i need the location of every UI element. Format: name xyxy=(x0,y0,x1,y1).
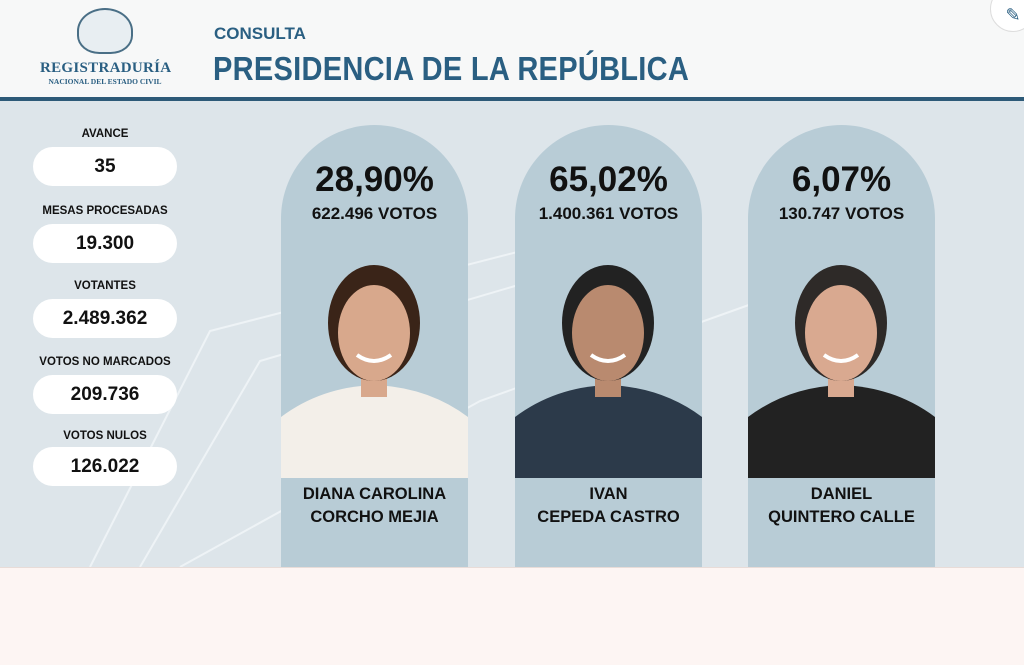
candidate-first-name: DIANA CAROLINA xyxy=(302,485,447,503)
candidate-name: IVAN CEPEDA CASTRO xyxy=(515,483,702,529)
coat-of-arms-icon xyxy=(77,8,133,54)
candidate-votes: 130.747 VOTOS xyxy=(778,204,905,223)
stat-value-avance: 35 xyxy=(33,147,177,186)
candidate-last-name: CORCHO MEJIA xyxy=(310,508,439,526)
stat-value-no-marcados: 209.736 xyxy=(33,375,177,414)
stat-value-votantes: 2.489.362 xyxy=(33,299,177,338)
header-divider xyxy=(0,97,1024,101)
candidate-votes: 1.400.361 VOTOS xyxy=(538,204,679,223)
stat-label-mesas: MESAS PROCESADAS xyxy=(42,205,168,217)
page-title: PRESIDENCIA DE LA REPÚBLICA xyxy=(213,50,690,87)
candidate-name: DANIEL QUINTERO CALLE xyxy=(748,483,935,529)
stat-label-nulos: VOTOS NULOS xyxy=(63,430,147,442)
candidate-last-name: CEPEDA CASTRO xyxy=(537,508,680,526)
header: REGISTRADURÍA NACIONAL DEL ESTADO CIVIL … xyxy=(0,0,1024,98)
candidate-card: 28,90% 622.496 VOTOS DIANA CAROLINA CORCH… xyxy=(281,125,468,567)
candidate-percent: 6,07% xyxy=(791,160,892,199)
candidate-photo xyxy=(281,265,468,478)
stat-value-mesas: 19.300 xyxy=(33,224,177,263)
candidate-votes: 622.496 VOTOS xyxy=(311,204,438,223)
candidate-first-name: IVAN xyxy=(589,485,628,503)
candidate-card: 65,02% 1.400.361 VOTOS IVAN CEPEDA CASTRO xyxy=(515,125,702,567)
stat-value-nulos: 126.022 xyxy=(33,447,177,486)
results-panel: AVANCE 35 MESAS PROCESADAS 19.300 VOTANT… xyxy=(0,101,1024,567)
candidate-name: DIANA CAROLINA CORCHO MEJIA xyxy=(281,483,468,529)
stat-label-votantes: VOTANTES xyxy=(74,280,136,292)
stat-label-no-marcados: VOTOS NO MARCADOS xyxy=(39,356,171,368)
bottom-area xyxy=(0,567,1024,665)
candidate-photo xyxy=(748,265,935,478)
candidate-photo xyxy=(515,265,702,478)
pencil-icon: ✎ xyxy=(1005,5,1021,25)
candidate-last-name: QUINTERO CALLE xyxy=(768,508,915,526)
candidate-card: 6,07% 130.747 VOTOS DANIEL QUINTERO CALLE xyxy=(748,125,935,567)
candidate-percent: 65,02% xyxy=(549,160,668,199)
logo-subtitle: NACIONAL DEL ESTADO CIVIL xyxy=(48,77,162,86)
candidate-percent: 28,90% xyxy=(315,160,434,199)
stat-label-avance: AVANCE xyxy=(81,128,129,140)
registraduria-logo: REGISTRADURÍA NACIONAL DEL ESTADO CIVIL xyxy=(40,8,172,86)
edit-button[interactable]: ✎ xyxy=(990,0,1024,32)
candidate-first-name: DANIEL xyxy=(810,485,873,503)
page-subtitle: CONSULTA xyxy=(214,24,306,43)
logo-title: REGISTRADURÍA xyxy=(40,60,172,76)
